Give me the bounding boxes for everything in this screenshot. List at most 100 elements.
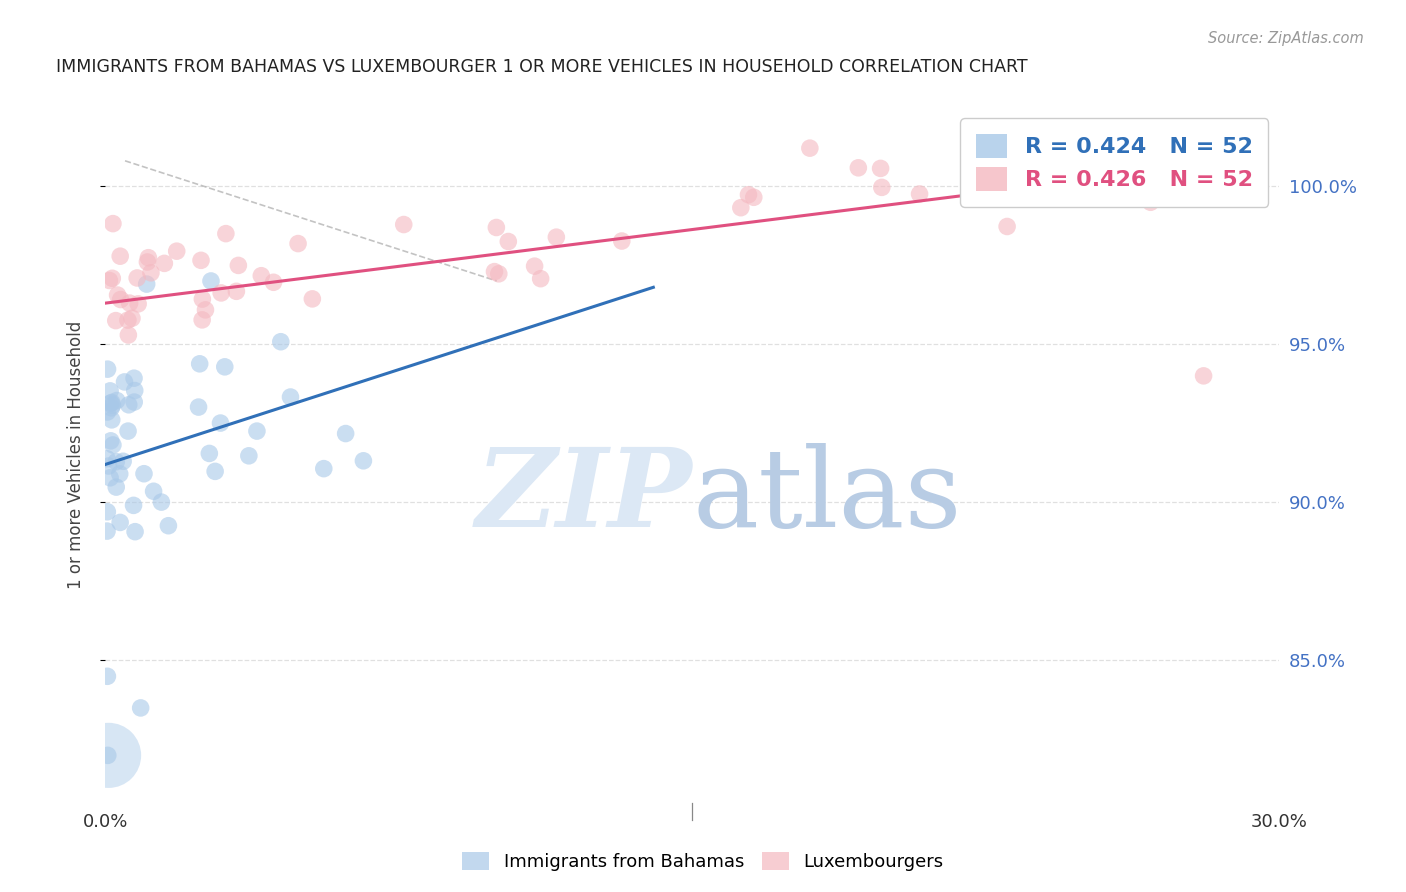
Point [484,264,506,278]
Point [96,451,118,466]
Point [118,398,141,412]
Point [101,271,124,285]
Point [117,313,139,327]
Point [98,273,121,287]
Point [246,424,269,438]
Point [105,455,128,469]
Point [127,271,149,285]
Point [392,218,415,232]
Point [335,426,357,441]
Point [301,292,323,306]
Point [96,505,118,519]
Point [132,467,155,481]
Point [352,454,374,468]
Point [488,267,510,281]
Point [104,313,127,327]
Point [188,357,211,371]
Point [287,236,309,251]
Point [122,395,145,409]
Point [263,275,285,289]
Point [138,251,160,265]
Point [485,220,508,235]
Point [105,393,128,408]
Point [117,328,139,343]
Point [97,458,120,473]
Point [225,285,247,299]
Point [129,701,152,715]
Point [908,186,931,201]
Point [546,230,568,244]
Point [963,160,986,174]
Point [209,285,232,300]
Point [100,413,122,427]
Point [846,161,869,175]
Point [1215,141,1237,155]
Point [124,524,146,539]
Point [135,277,157,292]
Point [100,396,122,410]
Point [209,416,232,430]
Point [108,516,131,530]
Point [995,219,1018,234]
Point [114,375,136,389]
Point [194,302,217,317]
Point [250,268,273,283]
Point [142,484,165,499]
Point [101,217,124,231]
Point [228,259,250,273]
Point [98,471,121,485]
Point [100,434,122,448]
Point [96,524,118,538]
Point [187,400,209,414]
Point [799,141,821,155]
Point [1139,195,1161,210]
Legend: R = 0.424   N = 52, R = 0.426   N = 52: R = 0.424 N = 52, R = 0.426 N = 52 [960,118,1268,207]
Point [124,384,146,398]
Legend: Immigrants from Bahamas, Luxembourgers: Immigrants from Bahamas, Luxembourgers [456,845,950,879]
Point [1192,368,1215,383]
Point [96,405,118,419]
Text: IMMIGRANTS FROM BAHAMAS VS LUXEMBOURGER 1 OR MORE VEHICLES IN HOUSEHOLD CORRELAT: IMMIGRANTS FROM BAHAMAS VS LUXEMBOURGER … [56,58,1028,76]
Point [498,235,520,249]
Point [127,297,149,311]
Point [108,467,131,481]
Point [96,362,118,376]
Point [112,454,135,468]
Point [610,234,633,248]
Text: Source: ZipAtlas.com: Source: ZipAtlas.com [1208,31,1364,46]
Point [166,244,188,259]
Point [214,359,236,374]
Point [198,446,221,460]
Point [737,187,759,202]
Point [118,296,141,310]
Point [100,401,122,415]
Point [190,253,212,268]
Point [101,438,124,452]
Point [270,334,292,349]
Point [870,180,893,194]
Point [110,293,132,307]
Point [191,292,214,306]
Point [150,495,173,509]
Point [530,271,553,285]
Point [108,249,131,263]
Point [238,449,260,463]
Point [280,390,302,404]
Point [139,266,162,280]
Point [96,669,118,683]
Point [730,201,752,215]
Text: ZIP: ZIP [475,443,692,550]
Point [153,256,176,270]
Point [101,395,124,409]
Point [101,398,124,412]
Point [121,311,143,326]
Y-axis label: 1 or more Vehicles in Household: 1 or more Vehicles in Household [66,321,84,589]
Point [97,748,120,763]
Point [97,748,120,763]
Point [312,461,335,475]
Point [200,274,222,288]
Text: atlas: atlas [692,443,962,550]
Point [105,480,128,494]
Point [523,259,546,273]
Point [117,424,139,438]
